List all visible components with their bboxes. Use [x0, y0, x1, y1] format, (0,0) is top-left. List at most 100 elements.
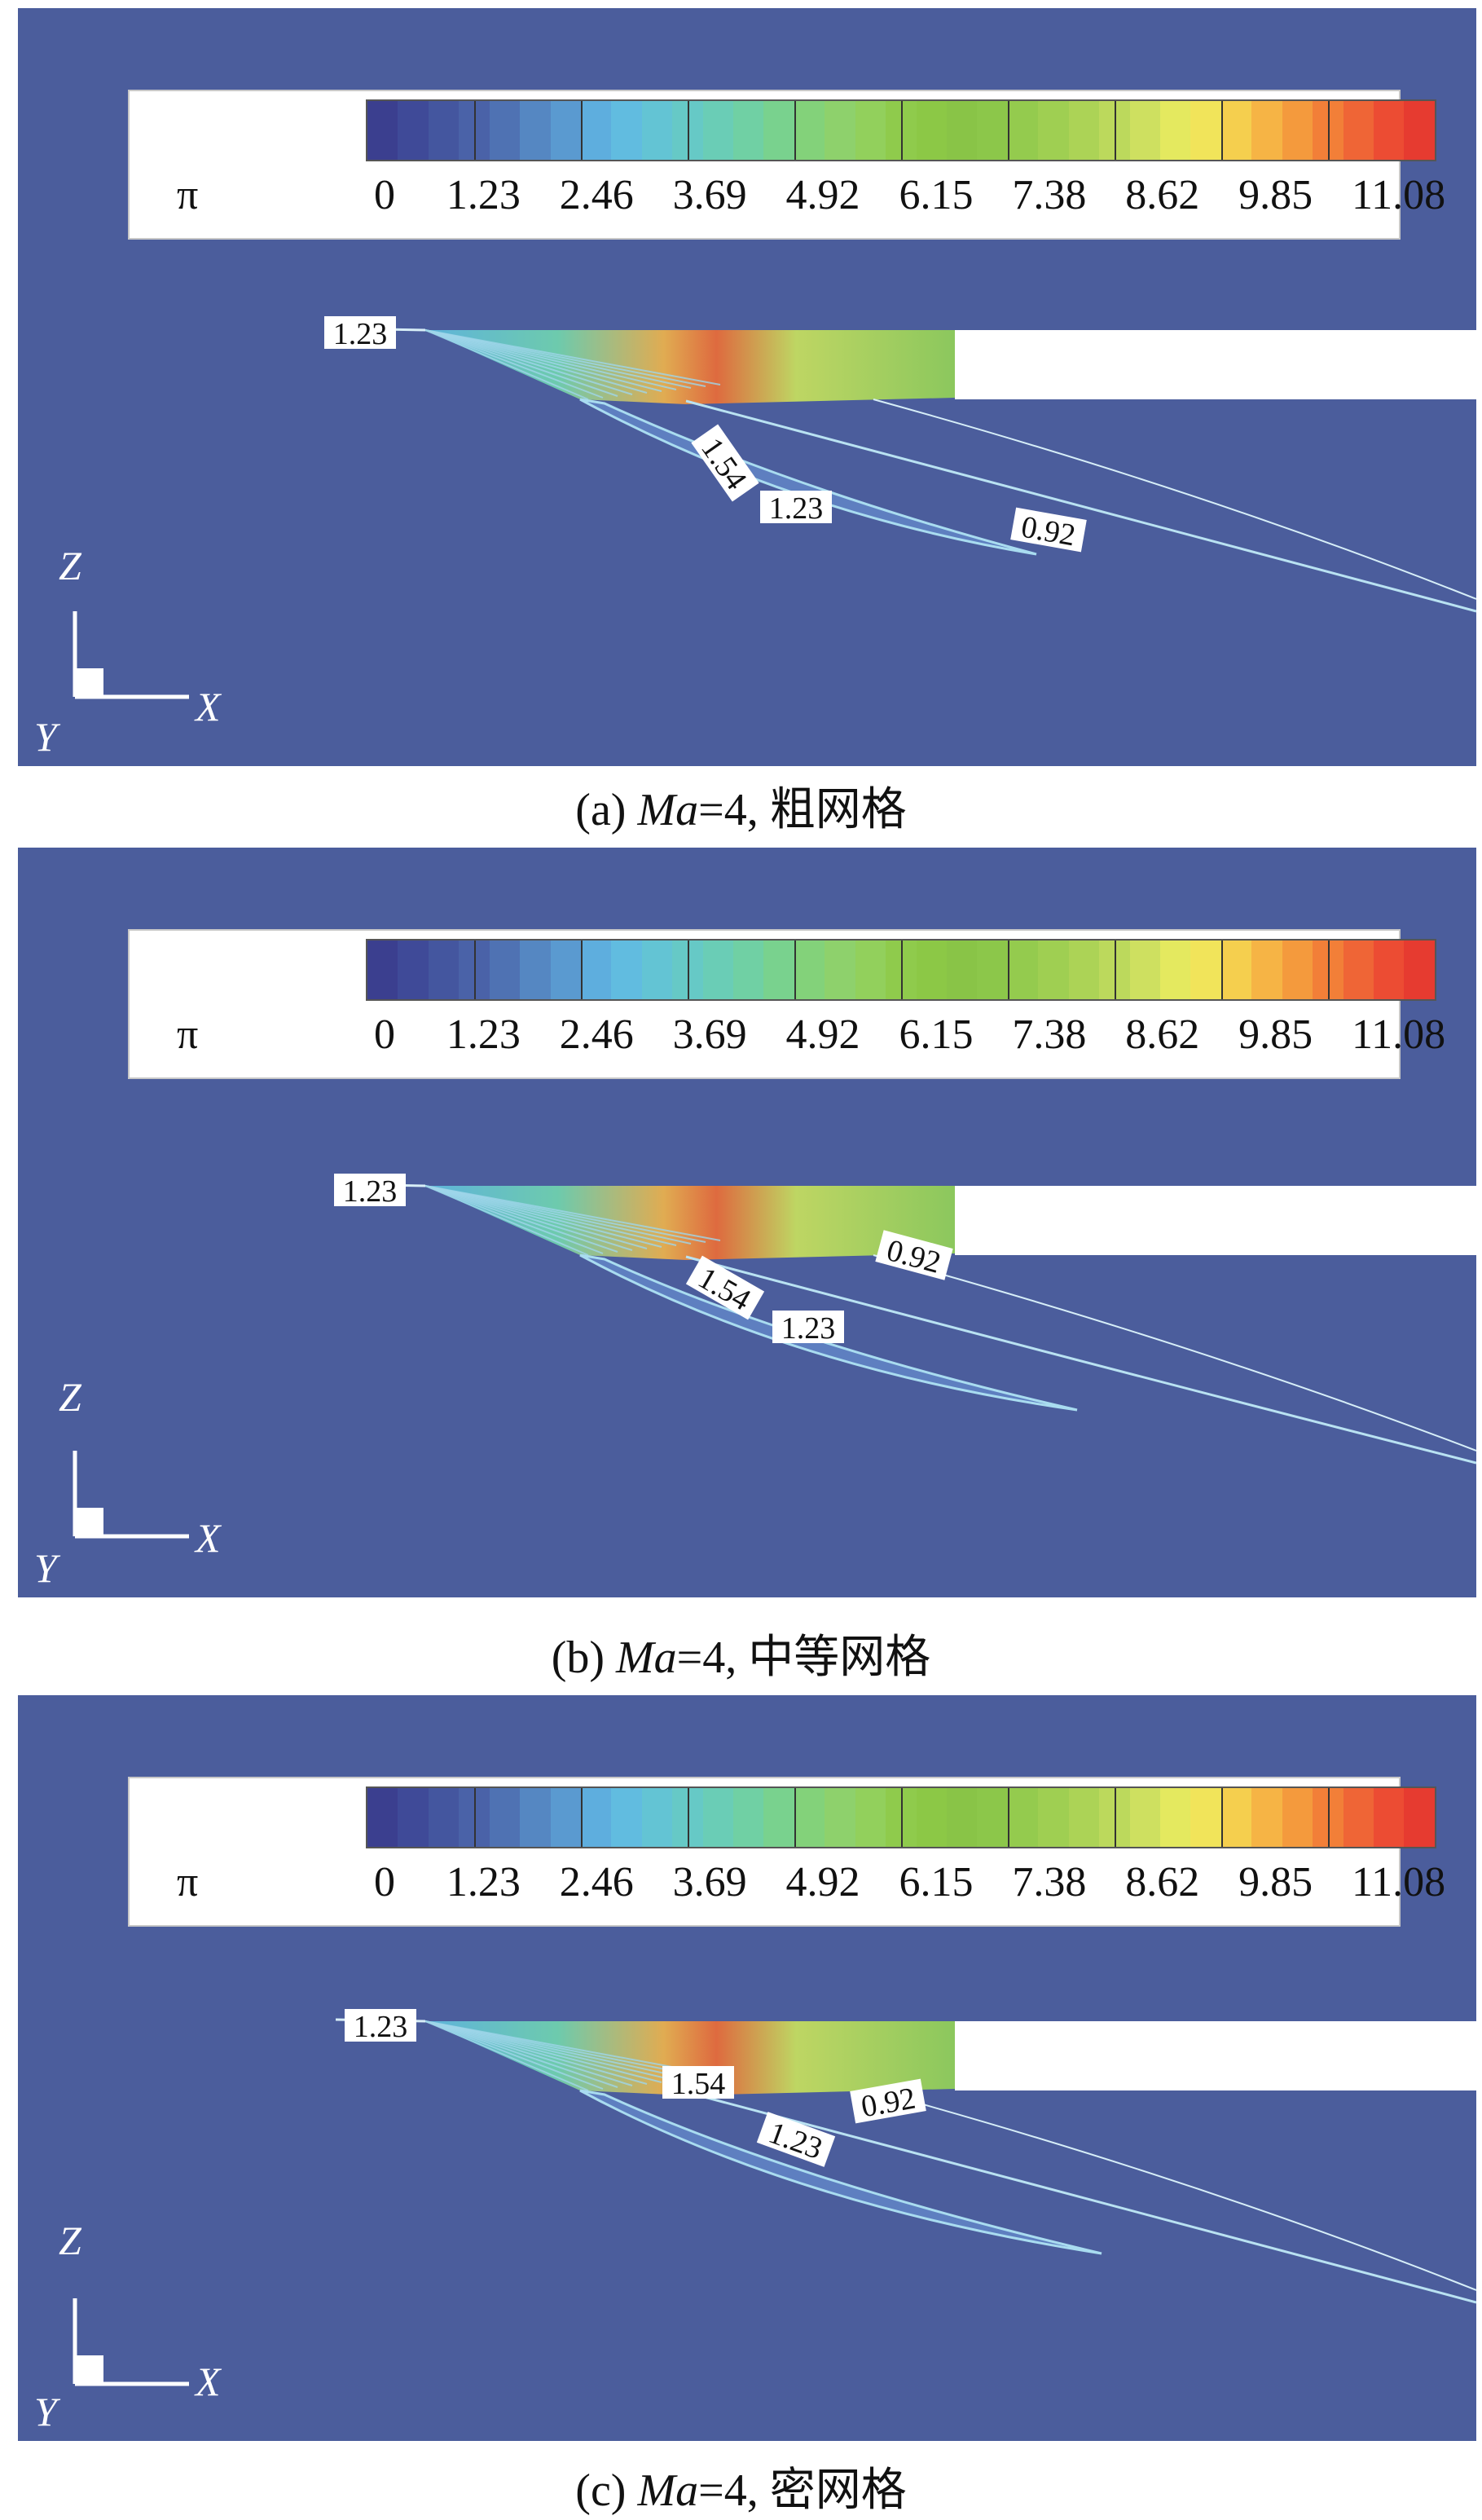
contour-label-text: 0.92 [1018, 510, 1078, 553]
shock-fan-line [424, 329, 604, 399]
contour-value-label: 1.54 [662, 2066, 734, 2101]
shock-fan-line [424, 1185, 633, 1251]
colorbar-cell [1038, 101, 1069, 160]
colorbar [366, 939, 1436, 1001]
colorbar-cell [763, 941, 794, 999]
panel-fine-grid: π 0 1.23 2.46 3.69 4.92 6.15 7.38 8.62 9.85 11.08… [18, 1695, 1476, 2441]
contour-label-text: 1.23 [333, 317, 388, 351]
colorbar-cell [763, 1788, 794, 1847]
shock-fan-line [424, 2020, 618, 2088]
colorbar-cell [855, 1788, 886, 1847]
colorbar-separator [688, 941, 689, 999]
legend-tick-label: 4.92 [785, 1859, 860, 1905]
colorbar-cell [1190, 101, 1221, 160]
colorbar-separator [1115, 101, 1116, 160]
legend-tick-label: 3.69 [672, 1859, 747, 1905]
shock-fan-line [424, 329, 589, 400]
contour-label-bg [324, 316, 396, 349]
colorbar-separator [794, 941, 796, 999]
colorbar-separator [1115, 1788, 1116, 1847]
colorbar-cell [1007, 1788, 1039, 1847]
legend-tick-label: 1.23 [446, 1859, 521, 1905]
contour-value-label: 1.23 [345, 2009, 416, 2044]
colorbar-cell [672, 941, 703, 999]
colorbar-cell [1343, 941, 1374, 999]
shock-fan-line [424, 329, 662, 392]
colorbar-cell [763, 101, 794, 160]
legend-tick-label: 0 [374, 172, 395, 218]
shock-fan-line [424, 2020, 604, 2090]
legend-tick-label: 9.85 [1238, 172, 1313, 218]
legend-tick-label: 7.38 [1012, 172, 1087, 218]
axis-z-label: Z [59, 2218, 81, 2263]
colorbar-cell [947, 101, 978, 160]
colorbar-cell [1373, 1788, 1405, 1847]
legend-tick-label: 11.08 [1352, 1859, 1446, 1905]
colorbar-separator [794, 101, 796, 160]
shock-fan-line [424, 2020, 662, 2083]
colorbar-cell [1190, 1788, 1221, 1847]
contour-label-bg [875, 1230, 953, 1280]
colorbar-cell [1068, 101, 1100, 160]
shock-plume [579, 2089, 1102, 2255]
cowl-wall [955, 1186, 1476, 1255]
colorbar-separator [1115, 941, 1116, 999]
colorbar-cell [1068, 1788, 1100, 1847]
colorbar-cell [733, 101, 764, 160]
axis-x-label: X [196, 2359, 221, 2404]
colorbar-separator [901, 941, 903, 999]
shock-fan-line [424, 1185, 589, 1256]
shock-fan-line [424, 1185, 604, 1254]
colorbar-separator [474, 101, 476, 160]
legend-tick-label: 0 [374, 1011, 395, 1058]
colorbar-cell [1251, 941, 1282, 999]
legend-tick-label: 11.08 [1352, 172, 1446, 218]
legend-tick-label: 11.08 [1352, 1011, 1446, 1058]
colorbar-separator [901, 1788, 903, 1847]
colorbar-cell [1220, 1788, 1252, 1847]
axis-y-marker [75, 2355, 103, 2384]
contour-label-bg [772, 1311, 844, 1343]
colorbar-cell [702, 941, 734, 999]
colorbar-cell [1404, 1788, 1435, 1847]
colorbar-cell [580, 1788, 612, 1847]
contour-label-bg [850, 2078, 926, 2124]
colorbar-cell [1007, 101, 1039, 160]
contour-label-bg [685, 1255, 765, 1320]
legend-tick-label: 7.38 [1012, 1859, 1087, 1905]
colorbar-cell [489, 941, 521, 999]
colorbar-separator [1008, 101, 1009, 160]
colorbar-cell [1343, 101, 1374, 160]
colorbar-cell [1220, 941, 1252, 999]
colorbar-cell [1313, 1788, 1343, 1847]
shear-layer-upper [873, 399, 1476, 600]
legend-tick-label: 1.23 [446, 172, 521, 218]
colorbar-legend: π 0 1.23 2.46 3.69 4.92 6.15 7.38 8.62 9.85 11.08 [128, 929, 1445, 1079]
colorbar-cell [641, 1788, 673, 1847]
colorbar-cell [1282, 941, 1313, 999]
colorbar-cell [855, 941, 886, 999]
colorbar-cell [1404, 101, 1435, 160]
colorbar-cell [611, 1788, 642, 1847]
shear-layer-upper [873, 1254, 1476, 1452]
colorbar-cell [550, 101, 581, 160]
colorbar-separator [581, 101, 583, 160]
colorbar-separator [901, 101, 903, 160]
contour-label-text: 1.23 [781, 1311, 836, 1346]
contour-value-label: 1.23 [324, 316, 396, 351]
compression-ramp-contour [425, 1186, 955, 1260]
colorbar-legend: π 0 1.23 2.46 3.69 4.92 6.15 7.38 8.62 9.85 11.08 [128, 90, 1445, 240]
shock-fan-line [424, 2020, 633, 2086]
shock-fan-line [424, 1185, 618, 1253]
axis-y-marker [75, 1508, 103, 1536]
colorbar-cell [1129, 941, 1160, 999]
colorbar-separator [581, 1788, 583, 1847]
contour-label-text: 1.54 [671, 2067, 726, 2101]
colorbar-cell [611, 941, 642, 999]
colorbar-cell [886, 101, 917, 160]
contour-label-text: 1.23 [764, 2116, 827, 2166]
colorbar-cell [977, 1788, 1008, 1847]
flow-field: 1.230.921.541.23 [73, 1174, 1476, 1539]
legend-tick-label: 4.92 [785, 1011, 860, 1058]
legend-tick-label: 2.46 [559, 1011, 634, 1058]
